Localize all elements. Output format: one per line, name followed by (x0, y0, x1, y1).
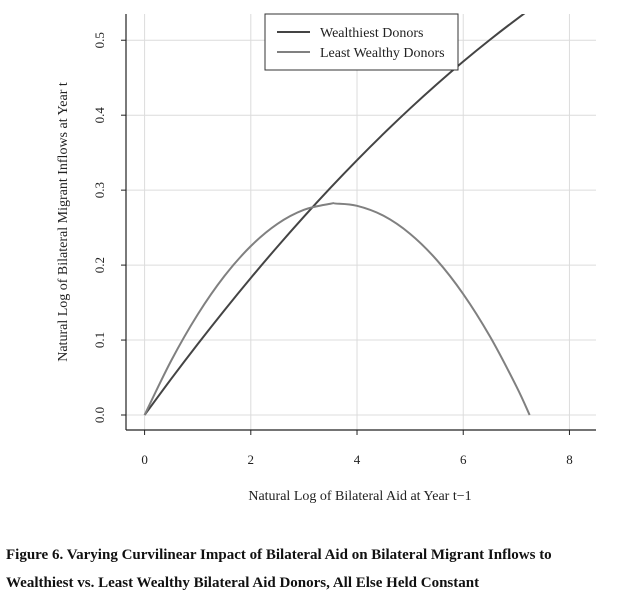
y-tick-label-5: 0.5 (92, 32, 107, 48)
x-tick-label-4: 8 (566, 452, 573, 467)
x-tick-label-1: 2 (248, 452, 255, 467)
caption-line-2: Wealthiest vs. Least Wealthy Bilateral A… (6, 575, 480, 591)
legend-label-0: Wealthiest Donors (320, 26, 423, 41)
x-tick-label-0: 0 (141, 452, 148, 467)
series-line-1 (143, 202, 531, 416)
legend: Wealthiest Donors Least Wealthy Donors (264, 13, 459, 71)
figure-caption: Figure 6. Varying Curvilinear Impact of … (6, 541, 616, 597)
y-axis-title: Natural Log of Bilateral Migrant Inflows… (56, 82, 71, 362)
x-axis-title: Natural Log of Bilateral Aid at Year t−1 (248, 489, 471, 504)
line-chart: 0 2 4 6 8 0.0 0.1 0.2 0.3 0.4 0.5 Wealthiest Donor… (56, 13, 596, 504)
gridlines (126, 14, 596, 430)
x-tick-label-3: 6 (460, 452, 467, 467)
legend-label-1: Least Wealthy Donors (320, 46, 445, 61)
series-lines (143, 14, 531, 416)
x-tick-label-2: 4 (354, 452, 361, 467)
y-tick-label-0: 0.0 (92, 407, 107, 423)
y-tick-label-4: 0.4 (92, 107, 107, 124)
y-tick-label-1: 0.1 (92, 332, 107, 348)
caption-line-1: Figure 6. Varying Curvilinear Impact of … (6, 547, 552, 563)
axes: 0 2 4 6 8 0.0 0.1 0.2 0.3 0.4 0.5 (92, 14, 596, 467)
y-tick-label-3: 0.3 (92, 182, 107, 198)
legend-box (264, 13, 459, 71)
series-line-0 (143, 14, 526, 416)
y-tick-label-2: 0.2 (92, 257, 107, 273)
